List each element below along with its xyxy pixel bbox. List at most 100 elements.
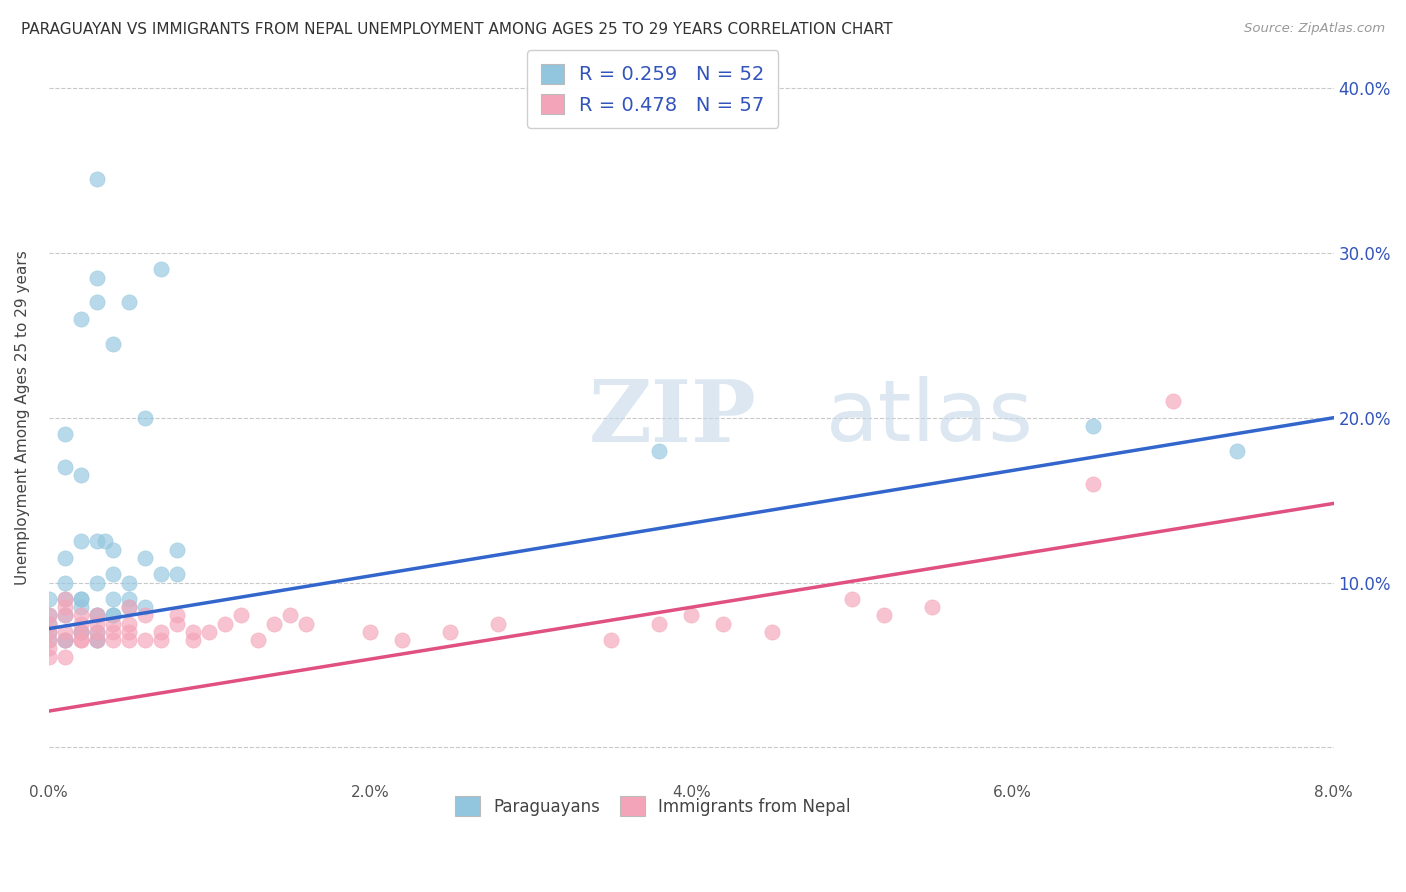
Point — [150, 262, 173, 277]
Point — [94, 534, 117, 549]
Point — [214, 616, 236, 631]
Point — [86, 171, 108, 186]
Point — [118, 616, 141, 631]
Point — [101, 336, 124, 351]
Y-axis label: Unemployment Among Ages 25 to 29 years: Unemployment Among Ages 25 to 29 years — [15, 251, 30, 585]
Point — [53, 633, 76, 648]
Point — [1081, 476, 1104, 491]
Point — [86, 534, 108, 549]
Point — [53, 608, 76, 623]
Point — [38, 624, 60, 639]
Point — [134, 410, 156, 425]
Point — [101, 567, 124, 582]
Point — [278, 608, 301, 623]
Point — [70, 311, 93, 326]
Point — [181, 633, 204, 648]
Point — [166, 542, 188, 557]
Point — [648, 443, 671, 458]
Point — [70, 633, 93, 648]
Point — [231, 608, 253, 623]
Point — [53, 550, 76, 565]
Point — [681, 608, 703, 623]
Point — [166, 567, 188, 582]
Point — [263, 616, 285, 631]
Text: PARAGUAYAN VS IMMIGRANTS FROM NEPAL UNEMPLOYMENT AMONG AGES 25 TO 29 YEARS CORRE: PARAGUAYAN VS IMMIGRANTS FROM NEPAL UNEM… — [21, 22, 893, 37]
Point — [1161, 394, 1184, 409]
Point — [70, 624, 93, 639]
Point — [118, 575, 141, 590]
Point — [53, 427, 76, 442]
Point — [86, 295, 108, 310]
Point — [166, 608, 188, 623]
Point — [86, 633, 108, 648]
Point — [70, 624, 93, 639]
Point — [359, 624, 381, 639]
Point — [38, 616, 60, 631]
Point — [761, 624, 783, 639]
Point — [53, 633, 76, 648]
Point — [53, 608, 76, 623]
Point — [439, 624, 461, 639]
Point — [150, 633, 173, 648]
Point — [53, 649, 76, 664]
Point — [711, 616, 734, 631]
Point — [1081, 419, 1104, 434]
Point — [134, 608, 156, 623]
Point — [86, 633, 108, 648]
Point — [38, 641, 60, 656]
Point — [38, 649, 60, 664]
Point — [101, 542, 124, 557]
Point — [38, 633, 60, 648]
Point — [38, 633, 60, 648]
Point — [1226, 443, 1249, 458]
Point — [101, 592, 124, 607]
Point — [53, 592, 76, 607]
Point — [53, 575, 76, 590]
Point — [53, 633, 76, 648]
Point — [181, 624, 204, 639]
Point — [53, 460, 76, 475]
Point — [921, 600, 943, 615]
Text: atlas: atlas — [827, 376, 1033, 459]
Point — [70, 600, 93, 615]
Point — [38, 592, 60, 607]
Point — [873, 608, 896, 623]
Point — [86, 608, 108, 623]
Point — [70, 592, 93, 607]
Point — [118, 295, 141, 310]
Point — [86, 616, 108, 631]
Point — [70, 616, 93, 631]
Text: ZIP: ZIP — [588, 376, 756, 459]
Point — [118, 600, 141, 615]
Point — [70, 592, 93, 607]
Point — [70, 468, 93, 483]
Point — [118, 633, 141, 648]
Point — [38, 608, 60, 623]
Point — [70, 624, 93, 639]
Point — [841, 592, 863, 607]
Point — [38, 624, 60, 639]
Point — [70, 608, 93, 623]
Point — [70, 633, 93, 648]
Point — [86, 624, 108, 639]
Point — [38, 616, 60, 631]
Point — [118, 600, 141, 615]
Point — [86, 633, 108, 648]
Point — [198, 624, 221, 639]
Point — [53, 600, 76, 615]
Point — [294, 616, 316, 631]
Point — [101, 616, 124, 631]
Point — [53, 592, 76, 607]
Point — [246, 633, 269, 648]
Point — [150, 567, 173, 582]
Point — [166, 616, 188, 631]
Point — [599, 633, 621, 648]
Point — [101, 633, 124, 648]
Point — [150, 624, 173, 639]
Point — [648, 616, 671, 631]
Point — [101, 608, 124, 623]
Point — [134, 633, 156, 648]
Point — [38, 608, 60, 623]
Point — [86, 608, 108, 623]
Point — [118, 624, 141, 639]
